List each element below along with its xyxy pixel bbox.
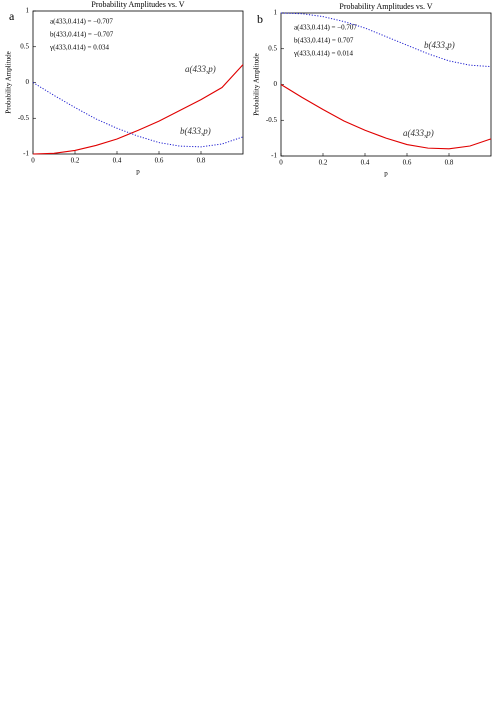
x-tick-label: 0.4 [361, 159, 370, 167]
x-tick-label: 0 [279, 159, 283, 167]
y-tick-label: 1 [26, 7, 30, 15]
y-tick-label: -0.5 [18, 114, 30, 122]
x-axis-label: p [384, 170, 388, 178]
y-tick-label: 0 [274, 80, 278, 88]
x-axis-label: p [136, 168, 140, 176]
curve-label: b(433,p) [424, 40, 455, 50]
x-tick-label: 0.2 [319, 159, 328, 167]
x-tick-label: 0.6 [403, 159, 412, 167]
x-tick-label: 0.8 [197, 157, 206, 165]
curve-label: a(433,p) [185, 64, 216, 74]
x-tick-label: 0 [31, 157, 35, 165]
x-tick-label: 0.4 [113, 157, 122, 165]
series-line [280, 12, 492, 68]
annotation: b(433,0.414) = 0.707 [294, 37, 354, 45]
y-tick-label: 0.5 [20, 42, 29, 50]
x-tick-label: 0.6 [155, 157, 164, 165]
y-tick-label: 0 [26, 78, 30, 86]
x-tick-label: 0.2 [71, 157, 80, 165]
series-line [32, 64, 244, 155]
panel-label: a [9, 9, 15, 23]
y-axis-label: Probability Amplitude [5, 51, 13, 113]
chart-title: Probability Amplitudes vs. V [339, 2, 432, 11]
plot-frame [280, 12, 492, 157]
y-axis-label: Probability Amplitude [253, 53, 261, 115]
y-tick-label: -1 [271, 152, 277, 160]
series-line [280, 84, 492, 150]
x-tick-label: 0.8 [445, 159, 454, 167]
annotation: γ(433,0.414) = 0.034 [49, 44, 109, 52]
curve-label: a(433,p) [403, 128, 434, 138]
panel-label: b [257, 12, 263, 26]
series-line [32, 82, 244, 148]
annotation: a(433,0.414) = −0.707 [50, 18, 113, 26]
y-tick-label: 1 [274, 9, 278, 17]
y-tick-label: -0.5 [266, 116, 278, 124]
annotation: a(433,0.414) = −0.707 [294, 24, 357, 32]
annotation: b(433,0.414) = −0.707 [50, 31, 114, 39]
y-tick-label: 0.5 [268, 44, 277, 52]
chart-title: Probability Amplitudes vs. V [91, 0, 184, 9]
annotation: γ(433,0.414) = 0.014 [293, 50, 353, 58]
curve-label: b(433,p) [180, 126, 211, 136]
y-tick-label: -1 [23, 150, 29, 158]
